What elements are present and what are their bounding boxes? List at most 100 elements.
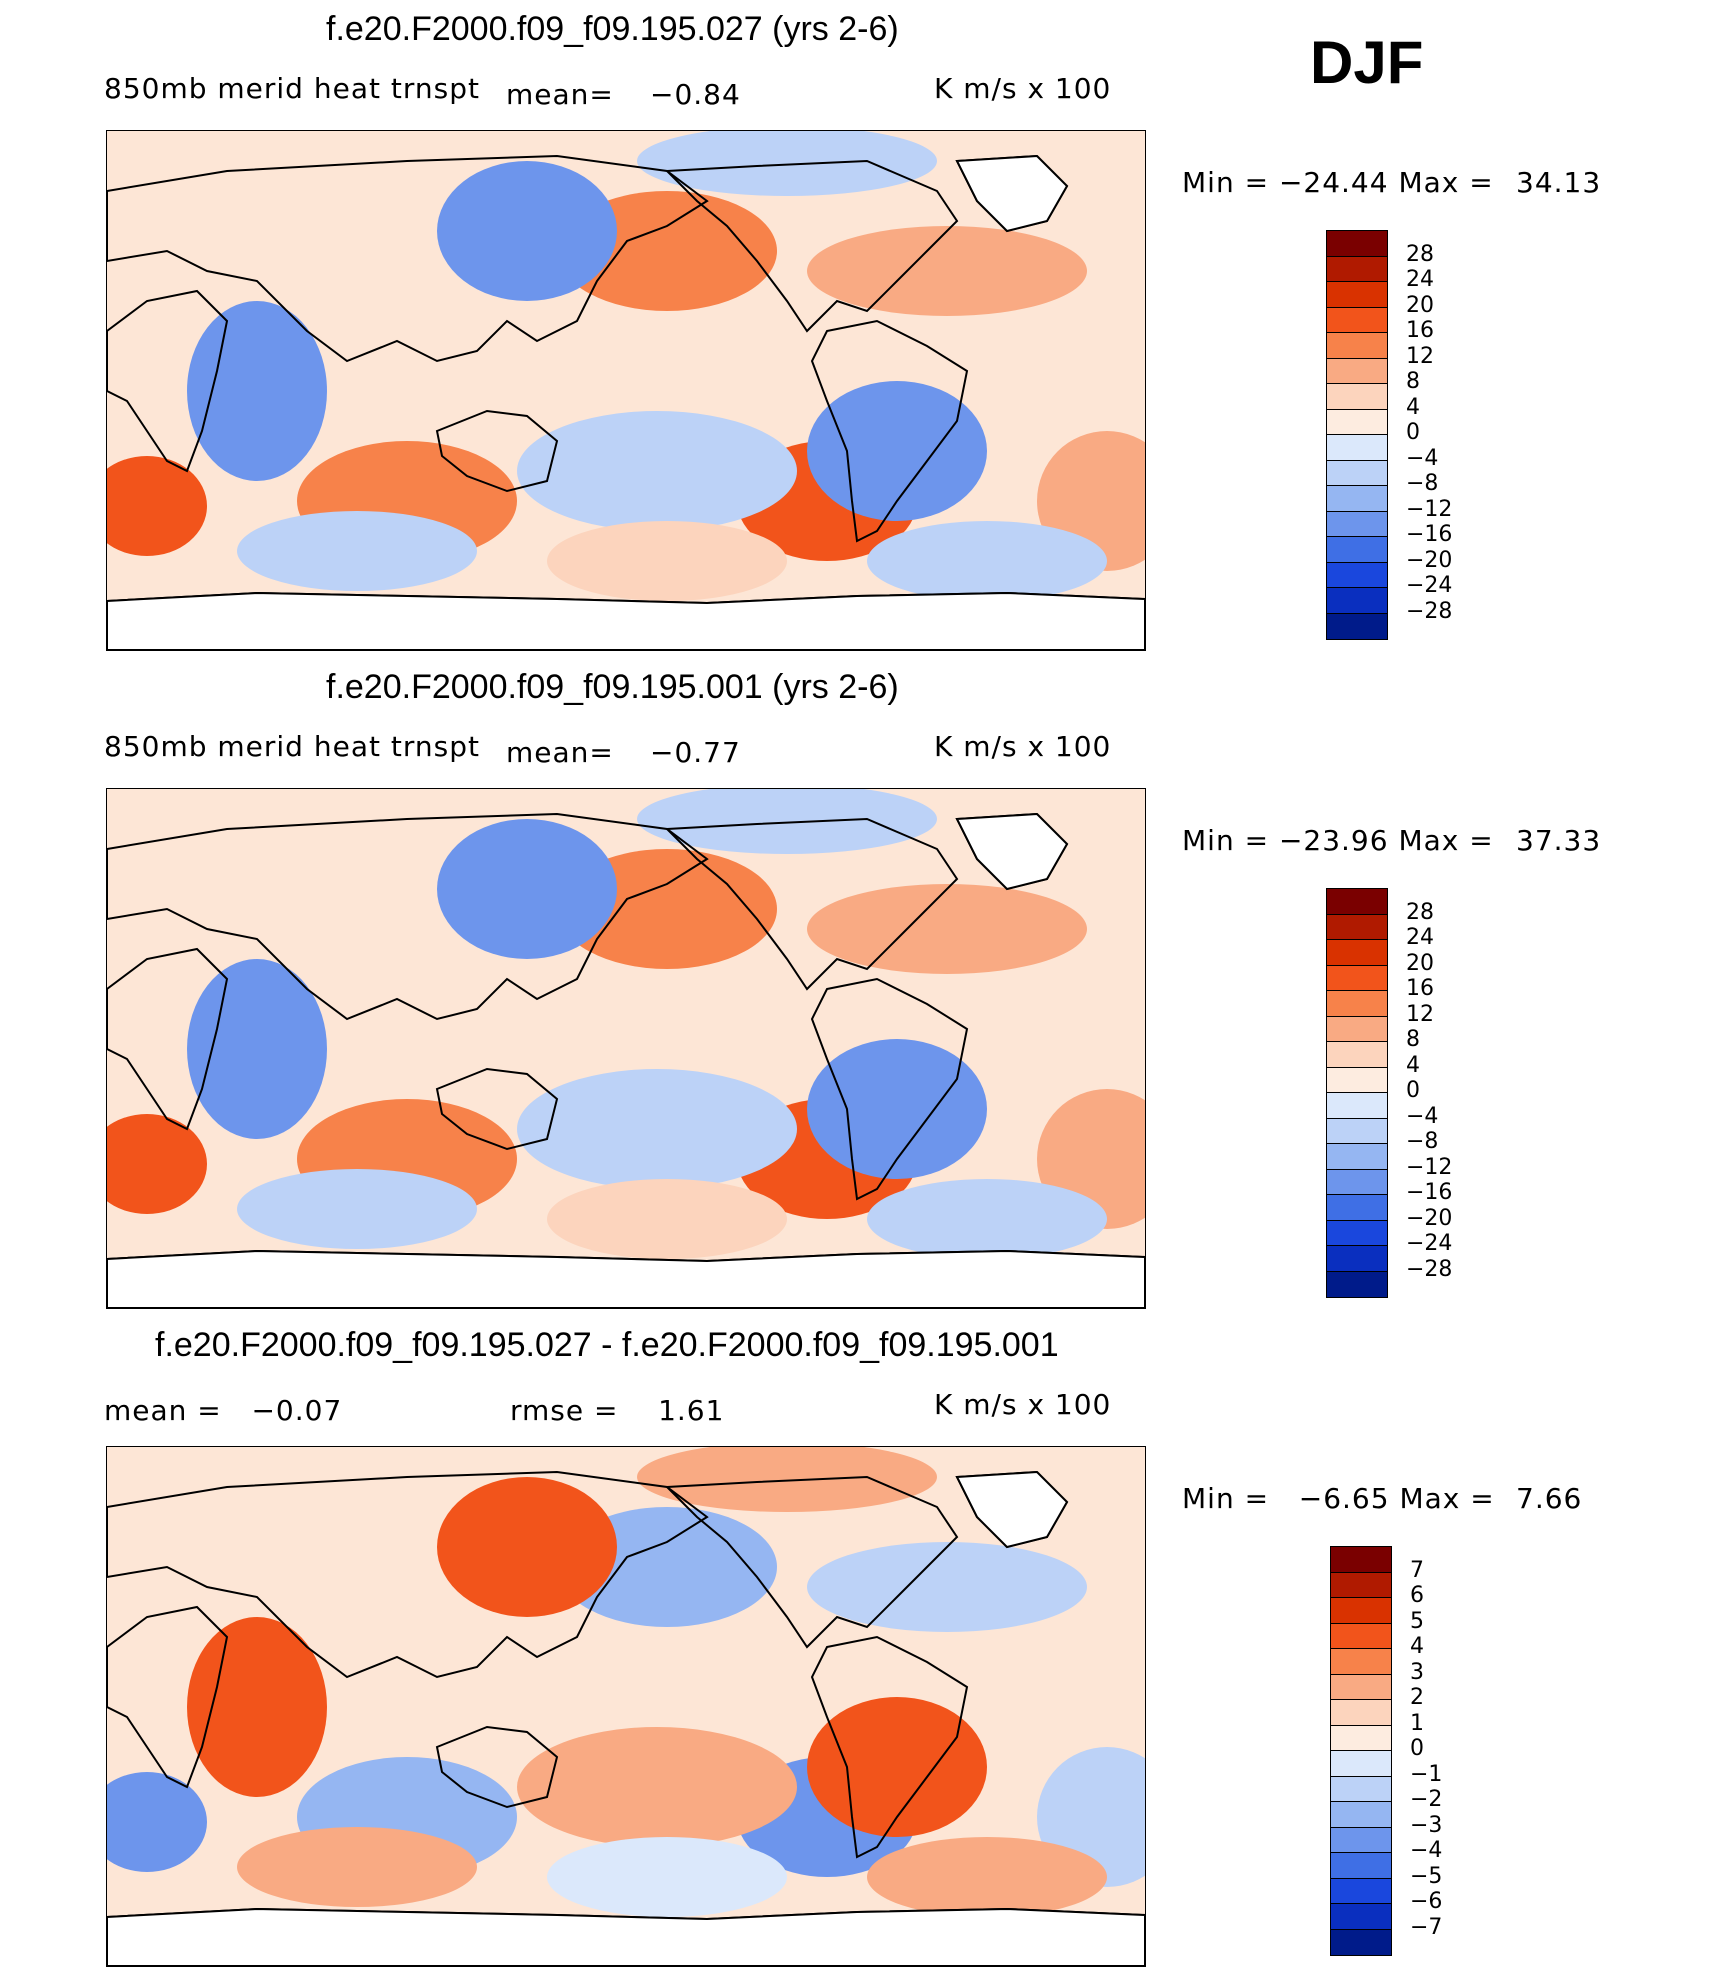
colorbar-swatch	[1327, 282, 1387, 308]
colorbar-tick-label: 7	[1410, 1557, 1424, 1583]
colorbar-swatch	[1331, 1827, 1391, 1853]
panel1-title: f.e20.F2000.f09_f09.195.027 (yrs 2-6)	[326, 10, 899, 48]
colorbar-swatch	[1331, 1623, 1391, 1649]
colorbar-tick-label: −28	[1406, 1256, 1453, 1282]
colorbar-tick-label: −12	[1406, 1154, 1453, 1180]
colorbar-swatch	[1327, 231, 1387, 257]
colorbar-swatch	[1327, 486, 1387, 512]
contour-region	[867, 521, 1107, 601]
colorbar-swatch	[1327, 358, 1387, 384]
contour-region	[637, 131, 937, 196]
panel3-units: K m/s x 100	[934, 1388, 1112, 1421]
colorbar-swatch	[1327, 562, 1387, 588]
colorbar-swatch	[1327, 1093, 1387, 1119]
contour-region	[437, 161, 617, 301]
colorbar-tick-label: −5	[1410, 1863, 1443, 1889]
panel2-colorbar-labels: 28 24 20 16 12 8 4 0 −4 −8 −12 −16 −20 −24 −28	[1406, 888, 1526, 1296]
contour-region	[807, 1697, 987, 1837]
coastline	[107, 1605, 229, 1789]
colorbar-swatch	[1331, 1904, 1391, 1930]
colorbar-swatch	[1327, 537, 1387, 563]
contour-region	[637, 789, 937, 854]
greenland-land	[955, 154, 1069, 233]
colorbar-swatch	[1331, 1776, 1391, 1802]
colorbar-swatch	[1327, 1271, 1387, 1297]
coastline	[435, 1725, 559, 1809]
colorbar-swatch	[1327, 1118, 1387, 1144]
colorbar-swatch	[1327, 914, 1387, 940]
contour-region	[807, 884, 1087, 974]
greenland-land	[955, 812, 1069, 891]
panel2-max-value: 37.33	[1516, 824, 1602, 857]
colorbar-swatch	[1331, 1700, 1391, 1726]
contour-region	[187, 1617, 327, 1797]
colorbar-tick-label: −20	[1406, 547, 1453, 573]
colorbar-tick-label: −24	[1406, 1231, 1453, 1256]
contour-region	[187, 301, 327, 481]
contour-region	[867, 1837, 1107, 1917]
colorbar-tick-label: 20	[1406, 950, 1434, 976]
panel1-colorbar	[1326, 230, 1388, 640]
colorbar-swatch	[1327, 940, 1387, 966]
coastline	[107, 1470, 709, 1679]
colorbar-tick-label: −7	[1410, 1914, 1443, 1940]
colorbar-swatch	[1331, 1649, 1391, 1675]
colorbar-swatch	[1327, 1144, 1387, 1170]
colorbar-swatch	[1327, 1195, 1387, 1221]
coastline	[664, 159, 959, 333]
coastline	[107, 289, 229, 473]
colorbar-tick-label: −4	[1406, 1103, 1439, 1129]
contour-region	[107, 1772, 207, 1872]
coastline	[810, 1635, 969, 1859]
contour-region	[517, 1069, 797, 1189]
colorbar-swatch	[1327, 1042, 1387, 1068]
panel3-map-svg	[107, 1447, 1145, 1966]
colorbar-tick-label: 2	[1410, 1685, 1424, 1710]
colorbar-tick-label: 4	[1406, 1052, 1420, 1078]
panel3-map	[106, 1446, 1146, 1967]
contour-region	[107, 1114, 207, 1214]
contour-region	[867, 1179, 1107, 1259]
colorbar-tick-label: 16	[1406, 318, 1434, 343]
coastline	[664, 1475, 959, 1649]
season-label: DJF	[1310, 29, 1424, 96]
contour-region	[517, 1727, 797, 1847]
colorbar-swatch	[1327, 965, 1387, 991]
panel1-units: K m/s x 100	[934, 72, 1112, 105]
colorbar-tick-label: −16	[1406, 522, 1453, 547]
panel3-mean-text: mean = −0.07	[104, 1394, 343, 1427]
colorbar-swatch	[1327, 460, 1387, 486]
colorbar-tick-label: −20	[1406, 1205, 1453, 1231]
coastline	[435, 1067, 559, 1151]
colorbar-swatch	[1327, 1016, 1387, 1042]
colorbar-tick-label: 24	[1406, 267, 1434, 292]
colorbar-swatch	[1331, 1598, 1391, 1624]
panel1-minmax-label: Min = −24.44 Max =	[1182, 166, 1494, 199]
colorbar-swatch	[1327, 384, 1387, 410]
colorbar-swatch	[1331, 1572, 1391, 1598]
colorbar-tick-label: 0	[1410, 1736, 1424, 1761]
contour-region	[807, 1542, 1087, 1632]
panel1-mean-label: mean=	[506, 78, 614, 111]
colorbar-swatch	[1327, 435, 1387, 461]
colorbar-tick-label: −12	[1406, 496, 1453, 522]
antarctica-land	[107, 1249, 1145, 1308]
coastline	[810, 977, 969, 1201]
contour-region	[437, 1477, 617, 1617]
panel3-title: f.e20.F2000.f09_f09.195.027 - f.e20.F200…	[155, 1326, 1059, 1364]
colorbar-tick-label: 8	[1406, 1027, 1420, 1052]
greenland-land	[955, 1470, 1069, 1549]
contour-region	[807, 1039, 987, 1179]
colorbar-tick-label: 6	[1410, 1583, 1424, 1608]
contour-region	[187, 959, 327, 1139]
colorbar-tick-label: −8	[1406, 471, 1439, 496]
panel2-mean-value: −0.77	[650, 736, 741, 769]
colorbar-tick-label: −2	[1410, 1787, 1443, 1812]
antarctica-land	[107, 591, 1145, 650]
panel2-map-svg	[107, 789, 1145, 1308]
colorbar-tick-label: −24	[1406, 573, 1453, 598]
colorbar-tick-label: −1	[1410, 1761, 1443, 1787]
coastline	[664, 817, 959, 991]
colorbar-swatch	[1327, 991, 1387, 1017]
colorbar-tick-label: 8	[1406, 369, 1420, 394]
